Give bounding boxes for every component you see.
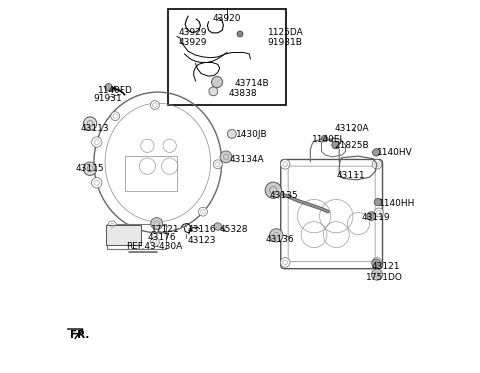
Circle shape [212, 76, 223, 88]
Circle shape [372, 269, 383, 280]
Text: 43115: 43115 [75, 164, 104, 173]
Text: 43714B: 43714B [234, 79, 269, 88]
Text: 1125DA: 1125DA [268, 28, 303, 37]
Circle shape [209, 87, 218, 96]
Circle shape [151, 217, 163, 229]
Bar [106, 225, 141, 245]
Circle shape [228, 129, 236, 138]
Circle shape [214, 223, 221, 230]
Text: 1140FD: 1140FD [97, 86, 132, 95]
Text: REF.43-430A: REF.43-430A [126, 242, 182, 251]
Circle shape [150, 238, 159, 247]
Text: 43136: 43136 [266, 235, 295, 244]
Text: 1751DO: 1751DO [366, 273, 403, 282]
Text: 1140HV: 1140HV [377, 148, 413, 157]
Text: 17121: 17121 [151, 225, 180, 233]
Circle shape [105, 84, 112, 91]
Text: 91931: 91931 [93, 94, 122, 103]
Circle shape [92, 178, 102, 188]
Text: 43116: 43116 [187, 225, 216, 233]
Bar [107, 223, 166, 249]
Circle shape [280, 258, 290, 267]
Circle shape [108, 221, 117, 230]
Text: 1140HH: 1140HH [379, 199, 415, 208]
Text: 43929: 43929 [179, 38, 207, 47]
Circle shape [280, 160, 290, 169]
Text: 43121: 43121 [372, 261, 400, 270]
Text: 43111: 43111 [337, 171, 366, 180]
Circle shape [367, 211, 376, 220]
Circle shape [372, 149, 380, 156]
Text: 1430JB: 1430JB [236, 130, 268, 139]
Text: 43119: 43119 [361, 213, 390, 222]
Circle shape [84, 162, 97, 175]
Circle shape [372, 160, 382, 169]
Text: 43176: 43176 [147, 233, 176, 242]
Circle shape [332, 141, 339, 149]
Circle shape [84, 117, 97, 130]
Circle shape [372, 258, 382, 267]
Circle shape [372, 259, 381, 268]
Text: 43838: 43838 [228, 89, 257, 98]
Text: 43135: 43135 [270, 191, 298, 200]
Circle shape [265, 182, 281, 198]
Text: 91931B: 91931B [268, 38, 303, 47]
Text: 43134A: 43134A [229, 155, 264, 164]
Circle shape [270, 229, 283, 242]
Text: 43123: 43123 [187, 236, 216, 245]
Text: 43120A: 43120A [335, 123, 369, 132]
Text: 43920: 43920 [213, 13, 241, 22]
Text: 1140EJ: 1140EJ [312, 135, 343, 144]
Circle shape [374, 208, 383, 217]
Text: 43113: 43113 [81, 123, 109, 132]
Circle shape [150, 101, 159, 110]
Circle shape [199, 207, 207, 216]
Text: 21825B: 21825B [335, 141, 369, 150]
Circle shape [220, 151, 232, 163]
Circle shape [111, 112, 120, 120]
Circle shape [322, 135, 327, 141]
Circle shape [213, 160, 222, 169]
Text: 45328: 45328 [220, 225, 248, 233]
Circle shape [374, 198, 382, 206]
Circle shape [237, 31, 243, 37]
Text: 43929: 43929 [179, 28, 207, 37]
Bar [125, 156, 177, 191]
Circle shape [92, 137, 102, 147]
Text: FR.: FR. [70, 330, 89, 340]
Bar [168, 9, 286, 105]
